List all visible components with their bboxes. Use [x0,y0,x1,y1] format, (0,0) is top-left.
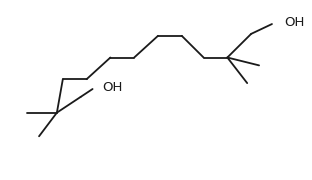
Text: OH: OH [284,15,304,29]
Text: OH: OH [102,80,123,94]
